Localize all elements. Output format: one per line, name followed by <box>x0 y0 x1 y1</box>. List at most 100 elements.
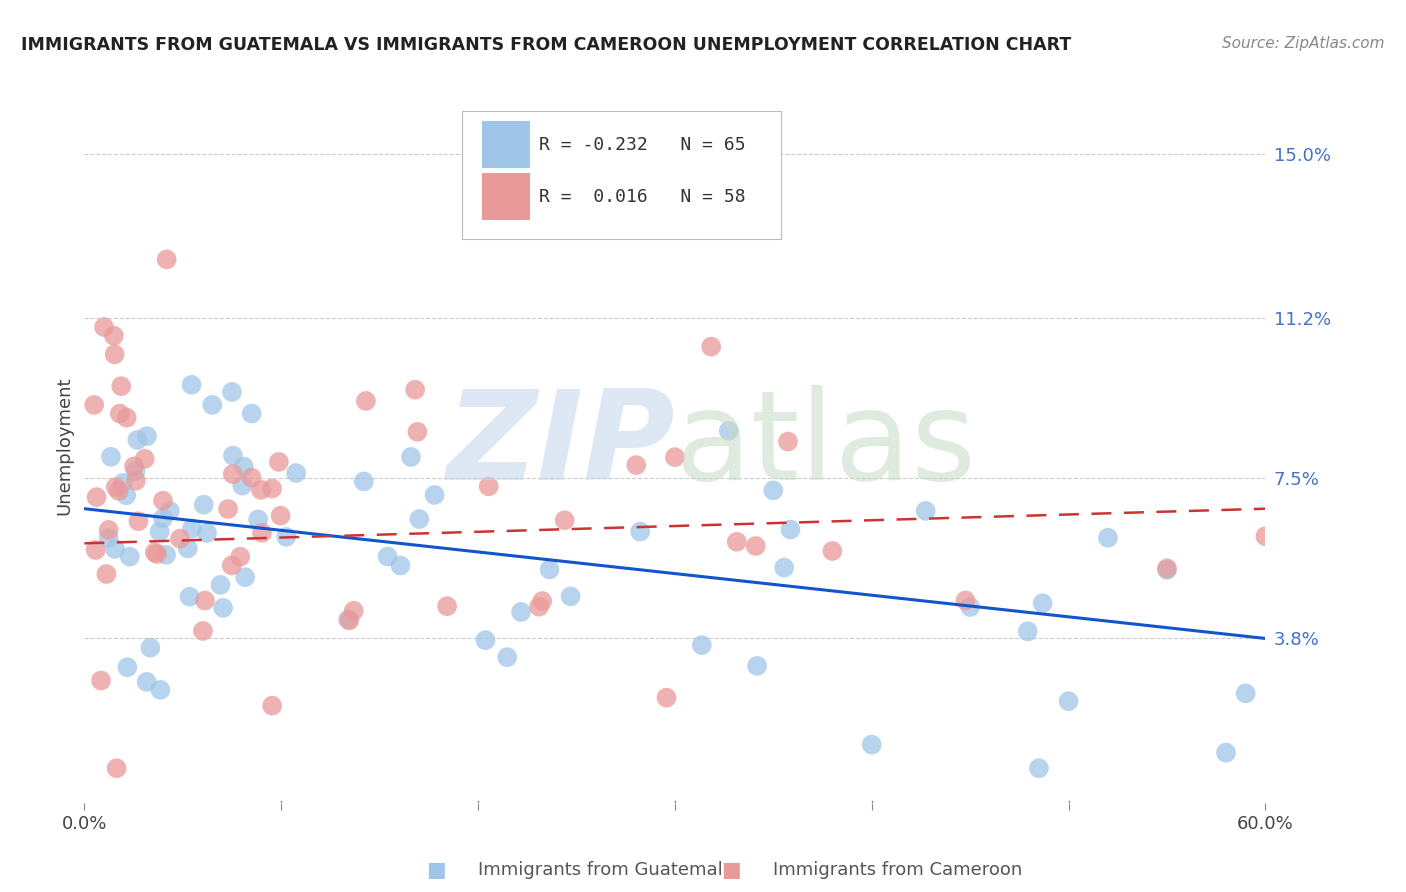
Point <box>554 513 576 527</box>
Point <box>93 320 115 334</box>
Point <box>779 523 801 537</box>
Point <box>745 658 768 673</box>
Point <box>136 429 159 443</box>
Point <box>353 475 375 489</box>
Point <box>628 524 651 539</box>
Point <box>776 434 799 449</box>
Point <box>626 458 648 472</box>
Point <box>103 328 125 343</box>
Text: ■: ■ <box>426 860 446 880</box>
Point <box>343 604 366 618</box>
Point <box>247 512 270 526</box>
Text: atlas: atlas <box>675 385 977 507</box>
Point <box>267 455 290 469</box>
Point <box>339 614 361 628</box>
Point <box>399 450 422 464</box>
Point <box>108 407 131 421</box>
Point <box>134 451 156 466</box>
Point <box>860 738 883 752</box>
Point <box>97 523 120 537</box>
Point <box>1156 563 1178 577</box>
Point <box>111 475 134 490</box>
Point <box>194 593 217 607</box>
Point <box>222 467 245 481</box>
Point <box>240 470 263 484</box>
Point <box>195 526 218 541</box>
Point <box>389 558 412 573</box>
Point <box>408 512 430 526</box>
Point <box>100 450 122 464</box>
Point <box>1017 624 1039 639</box>
Point <box>135 674 157 689</box>
Point <box>233 570 256 584</box>
Point <box>1028 761 1050 775</box>
FancyBboxPatch shape <box>463 111 782 239</box>
Text: IMMIGRANTS FROM GUATEMALA VS IMMIGRANTS FROM CAMEROON UNEMPLOYMENT CORRELATION C: IMMIGRANTS FROM GUATEMALA VS IMMIGRANTS … <box>21 36 1071 54</box>
Text: ZIP: ZIP <box>446 385 675 507</box>
Text: R =  0.016   N = 58: R = 0.016 N = 58 <box>538 187 745 205</box>
Point <box>149 682 172 697</box>
Point <box>914 504 936 518</box>
Point <box>354 394 377 409</box>
Point <box>115 410 138 425</box>
Point <box>191 624 214 638</box>
Point <box>821 544 844 558</box>
Point <box>1254 529 1277 543</box>
Point <box>270 508 292 523</box>
Point <box>560 590 582 604</box>
Point <box>117 660 139 674</box>
Point <box>377 549 399 564</box>
Point <box>700 340 723 354</box>
Point <box>955 593 977 607</box>
Point <box>156 252 179 267</box>
Point <box>122 459 145 474</box>
Point <box>250 483 273 497</box>
Point <box>436 599 458 614</box>
Point <box>152 493 174 508</box>
Point <box>127 514 149 528</box>
Y-axis label: Unemployment: Unemployment <box>55 376 73 516</box>
Point <box>717 424 740 438</box>
Point <box>221 558 243 573</box>
Text: R = -0.232   N = 65: R = -0.232 N = 65 <box>538 136 745 153</box>
Point <box>179 590 201 604</box>
Point <box>90 673 112 688</box>
FancyBboxPatch shape <box>482 121 530 168</box>
Point <box>177 541 200 556</box>
Point <box>404 383 426 397</box>
Point <box>474 633 496 648</box>
Point <box>655 690 678 705</box>
Point <box>762 483 785 498</box>
Text: Source: ZipAtlas.com: Source: ZipAtlas.com <box>1222 36 1385 51</box>
Point <box>1215 746 1237 760</box>
Point <box>1032 596 1054 610</box>
Point <box>496 650 519 665</box>
Point <box>212 600 235 615</box>
Point <box>83 398 105 412</box>
Point <box>110 379 132 393</box>
Point <box>97 531 120 545</box>
Point <box>181 522 204 536</box>
Text: Immigrants from Cameroon: Immigrants from Cameroon <box>773 861 1022 879</box>
Point <box>664 450 686 464</box>
Point <box>773 560 796 574</box>
Point <box>222 449 245 463</box>
Point <box>143 545 166 559</box>
Point <box>406 425 429 439</box>
Point <box>538 562 561 576</box>
Point <box>725 534 748 549</box>
Point <box>96 567 118 582</box>
Point <box>84 543 107 558</box>
Point <box>276 530 298 544</box>
Point <box>217 502 239 516</box>
Point <box>201 398 224 412</box>
Point <box>105 761 128 775</box>
Point <box>1057 694 1080 708</box>
Point <box>115 488 138 502</box>
Point <box>159 504 181 518</box>
Point <box>104 347 127 361</box>
Point <box>149 524 172 539</box>
Point <box>959 600 981 615</box>
Point <box>155 548 177 562</box>
Point <box>240 407 263 421</box>
